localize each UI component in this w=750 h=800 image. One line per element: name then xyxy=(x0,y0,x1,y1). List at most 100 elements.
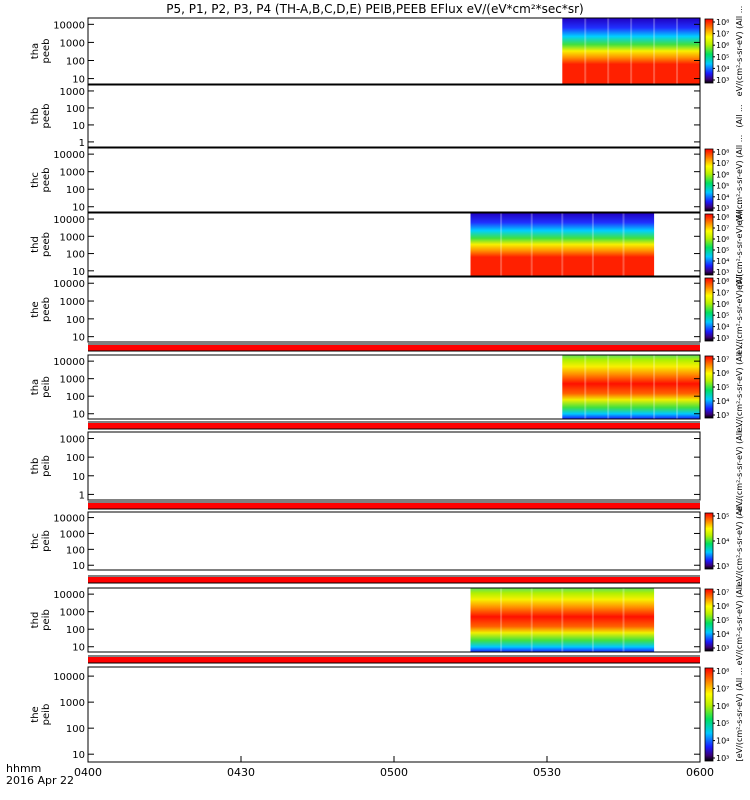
colorbar-label: eV/(cm²-s-sr-eV) (All ... xyxy=(735,264,744,355)
colorbar-the-peib xyxy=(704,667,714,762)
colorbar-thd-peib xyxy=(704,588,714,652)
panel-frame xyxy=(87,17,701,85)
panel-label-line1: tha xyxy=(30,379,41,395)
colorbar-tick-label: 10³ xyxy=(716,76,729,85)
colorbar-tick-label: 10⁸ xyxy=(716,18,729,27)
colorbar-tick-label: 10⁷ xyxy=(716,224,729,233)
y-tick-label: 1000 xyxy=(60,38,85,49)
y-tick-label: 10 xyxy=(72,121,85,132)
colorbar-label: eV/(cm²-s-sr-eV) (All ... xyxy=(735,575,744,666)
colorbar-tick-label: 10⁷ xyxy=(716,159,729,168)
separator-bar-2 xyxy=(88,423,700,429)
colorbar-tick-label: 10³ xyxy=(716,204,729,213)
colorbar-tick-label: 10³ xyxy=(716,268,729,277)
colorbar-label: eV/(cm²-s-sr-eV) (All ... xyxy=(735,496,744,587)
y-tick-label: 10000 xyxy=(53,20,85,31)
colorbar-tick-label: 10³ xyxy=(716,334,729,343)
y-tick-label: 10000 xyxy=(53,590,85,601)
colorbar-tick-label: 10³ xyxy=(716,562,729,571)
colorbar-tick-label: 10⁵ xyxy=(716,616,729,625)
panel-thd-peib: 10 100 1000 10000 thd peib 10³ 10⁴ 10⁵ 10⁶ 10⁷ eV/(… xyxy=(30,575,744,666)
y-tick-label: 10000 xyxy=(53,150,85,161)
colorbar-tick-label: 10⁶ xyxy=(716,369,729,378)
colorbar-tick-label: 10⁵ xyxy=(716,383,729,392)
y-tick-label: 10 xyxy=(72,643,85,654)
y-tick-label: 10 xyxy=(72,75,85,86)
panel-frame xyxy=(87,511,701,571)
colorbar-tick-label: 10⁶ xyxy=(716,235,729,244)
y-tick-label: 100 xyxy=(66,453,85,464)
panel-label-line2: peib xyxy=(41,376,52,398)
panel-label-line2: peib xyxy=(41,530,52,552)
colorbar-tick-label: 10⁷ xyxy=(716,684,729,693)
panel-frame xyxy=(87,276,701,343)
panel-thb-peib: 1 10 100 1000 thb peib eV/(cm²-s-sr-eV) (All .… xyxy=(30,421,744,512)
spectrogram-tha-peib xyxy=(562,355,700,419)
y-tick-label: 10 xyxy=(72,561,85,572)
panel-label-line1: tha xyxy=(30,43,41,59)
panel-label-line1: thc xyxy=(30,172,41,188)
y-tick-label: 100 xyxy=(66,56,85,67)
colorbar-tick-label: 10⁸ xyxy=(716,277,729,286)
colorbar-thd-peeb xyxy=(704,213,714,276)
y-tick-label: 10 xyxy=(72,203,85,214)
separator-bar-1 xyxy=(88,345,700,351)
y-tick-label: 1000 xyxy=(60,608,85,619)
panel-label-line1: the xyxy=(30,706,41,722)
panel-the-peeb: 10 100 1000 10000 the peeb 10³ 10⁴ 10⁵ 10⁶ 10⁷ 10⁸ e… xyxy=(30,264,744,355)
y-tick-label: 10 xyxy=(72,333,85,344)
y-tick-label: 100 xyxy=(66,545,85,556)
y-tick-label: 10000 xyxy=(53,672,85,683)
panel-label-line1: thd xyxy=(30,236,41,253)
separator-bar-3 xyxy=(88,503,700,509)
colorbar-label: eV/(cm²-s-sr-eV) (All ... xyxy=(735,199,744,290)
panel-label-line2: peeb xyxy=(41,168,52,193)
chart-title: P5, P1, P2, P3, P4 (TH-A,B,C,D,E) PEIB,P… xyxy=(166,2,583,16)
colorbar-tick-label: 10⁴ xyxy=(716,64,729,73)
panel-label-line2: peib xyxy=(41,455,52,477)
y-tick-label: 10 xyxy=(72,472,85,483)
colorbar-tick-label: 10⁶ xyxy=(716,300,729,309)
panel-frame xyxy=(87,587,701,653)
y-tick-label: 1000 xyxy=(60,698,85,709)
colorbar-tick-label: 10⁵ xyxy=(716,246,729,255)
y-tick-label: 1000 xyxy=(60,529,85,540)
colorbar-tick-label: 10⁷ xyxy=(716,355,729,364)
colorbar-label: (All ... xyxy=(735,104,744,127)
y-tick-label: 1000 xyxy=(60,232,85,243)
y-tick-label: 100 xyxy=(66,104,85,115)
panel-label-line2: peeb xyxy=(41,39,52,64)
panel-frame xyxy=(87,431,701,501)
colorbar-tick-label: 10⁵ xyxy=(716,53,729,62)
panel-label-line1: the xyxy=(30,301,41,317)
y-tick-label: 1000 xyxy=(60,375,85,386)
spectrogram-thd-peib xyxy=(470,588,655,652)
colorbar-label: eV/(cm²-s-sr-eV) (All ... xyxy=(735,6,744,97)
panel-frame xyxy=(87,212,701,277)
panel-label-line1: thc xyxy=(30,533,41,549)
colorbar-tick-label: 10⁸ xyxy=(716,213,729,222)
y-tick-label: 100 xyxy=(66,250,85,261)
panel-tha-peeb: 10 100 1000 10000 tha peeb 10³ 10⁴ 10⁵ 10⁶ 10⁷ 10⁸ e… xyxy=(30,6,744,97)
colorbar-label: eV/(cm²-s-sr-eV) (All ... xyxy=(735,421,744,512)
y-tick-label: 1000 xyxy=(60,435,85,446)
x-axis-label-hhmm: hhmm xyxy=(6,762,41,775)
colorbar-tick-label: 10⁶ xyxy=(716,602,729,611)
panel-thc-peib: 10 100 1000 10000 thc peib 10³ 10⁴ 10⁵ eV/(cm²-s-… xyxy=(30,496,744,587)
y-tick-label: 100 xyxy=(66,392,85,403)
x-tick-label: 0400 xyxy=(74,766,102,779)
colorbar-tick-label: 10⁴ xyxy=(716,193,729,202)
spectrogram-thd-peeb xyxy=(470,213,655,276)
y-tick-label: 10 xyxy=(72,267,85,278)
panel-frame xyxy=(87,354,701,420)
colorbar-tick-label: 10³ xyxy=(716,754,729,763)
y-tick-label: 1 xyxy=(79,138,85,149)
x-tick-label: 0500 xyxy=(380,766,408,779)
panel-frame xyxy=(87,84,701,148)
y-tick-label: 1000 xyxy=(60,168,85,179)
y-tick-label: 100 xyxy=(66,724,85,735)
panel-label-line1: thb xyxy=(30,108,41,125)
colorbar-tick-label: 10⁷ xyxy=(716,30,729,39)
colorbar-tick-label: 10⁶ xyxy=(716,170,729,179)
